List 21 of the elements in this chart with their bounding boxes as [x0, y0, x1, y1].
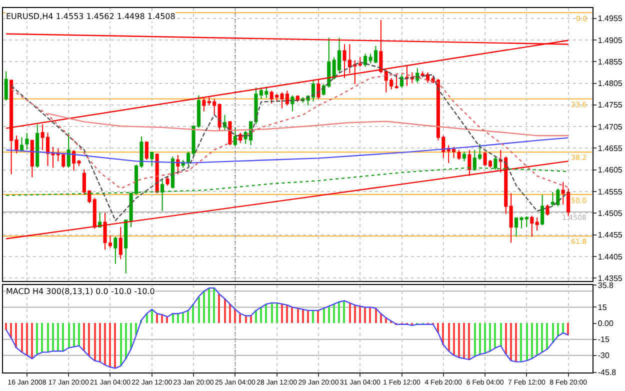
- y-tick-label: 1.4405: [598, 252, 623, 262]
- y-tick-label: 1.4755: [598, 100, 623, 110]
- y-tick-label: 1.4905: [598, 36, 623, 45]
- y-tick-label: 35.8: [598, 280, 614, 290]
- y-tick-label: 15: [598, 303, 608, 312]
- y-tick-label: -30: [598, 351, 610, 360]
- y-tick-label: 1.4955: [598, 14, 623, 24]
- y-tick-label: 1.4655: [598, 144, 623, 154]
- y-tick-label: 1.4805: [598, 79, 623, 88]
- y-tick-label: 1.4855: [598, 57, 623, 66]
- y-tick-label: 1.4455: [598, 230, 623, 240]
- y-tick-label: -45.8: [598, 368, 617, 378]
- y-tick-label: 1.4605: [598, 166, 623, 175]
- y-tick-label: -15: [598, 335, 610, 344]
- y-tick-label: 1.4555: [598, 187, 623, 196]
- chart-title: MACD H4 300(8,13,1) 0.0 -10.0 -10.0: [6, 287, 155, 296]
- y-tick-label: 1.4705: [598, 122, 623, 132]
- y-tick-label: 0.00: [598, 319, 614, 328]
- y-tick-label: 1.4505: [598, 208, 623, 218]
- text: EURUSD,H4 1.4553 1.4562 1.4498 1.4508: [6, 12, 176, 21]
- y-tick-label: 1.4355: [598, 274, 623, 283]
